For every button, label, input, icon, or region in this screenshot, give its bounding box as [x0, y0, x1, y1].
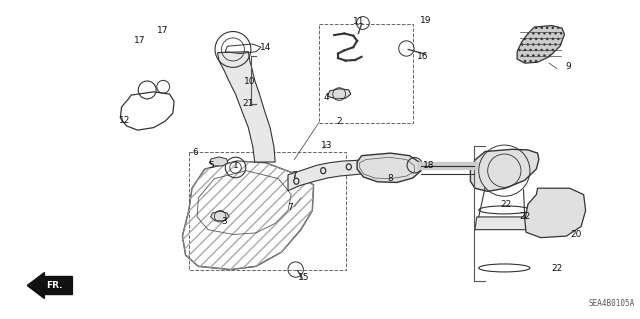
- Text: 7: 7: [292, 171, 297, 180]
- Polygon shape: [525, 188, 586, 238]
- Text: 1: 1: [233, 161, 238, 170]
- Text: 22: 22: [500, 200, 511, 209]
- Text: 5: 5: [209, 161, 214, 170]
- Polygon shape: [288, 159, 374, 191]
- Text: FR.: FR.: [46, 281, 63, 290]
- Text: 9: 9: [566, 63, 571, 71]
- Text: 17: 17: [134, 36, 145, 45]
- Text: 6: 6: [193, 148, 198, 157]
- Polygon shape: [357, 153, 421, 182]
- Text: SEA4B0105A: SEA4B0105A: [589, 299, 635, 308]
- Text: 2: 2: [337, 117, 342, 126]
- Polygon shape: [28, 277, 72, 294]
- Text: 18: 18: [423, 161, 435, 170]
- Text: 10: 10: [244, 77, 255, 86]
- Polygon shape: [218, 52, 275, 162]
- Text: 21: 21: [243, 99, 254, 108]
- Polygon shape: [517, 26, 564, 63]
- Text: 8: 8: [388, 174, 393, 183]
- Text: 4: 4: [324, 93, 329, 102]
- Text: 19: 19: [420, 16, 431, 25]
- Text: 3: 3: [221, 217, 227, 226]
- Text: 15: 15: [298, 273, 310, 282]
- Text: 13: 13: [321, 141, 332, 150]
- Polygon shape: [328, 89, 351, 99]
- Text: 20: 20: [570, 230, 582, 239]
- Polygon shape: [470, 149, 539, 191]
- Text: 14: 14: [260, 43, 271, 52]
- Text: 16: 16: [417, 52, 428, 61]
- Polygon shape: [28, 272, 44, 299]
- Polygon shape: [211, 211, 229, 221]
- Polygon shape: [475, 217, 528, 230]
- Text: 11: 11: [353, 17, 364, 26]
- Text: 22: 22: [551, 264, 563, 273]
- Text: 12: 12: [119, 116, 131, 125]
- Text: 7: 7: [287, 203, 292, 212]
- Text: 17: 17: [157, 26, 169, 35]
- Polygon shape: [209, 157, 228, 166]
- Text: 22: 22: [519, 212, 531, 221]
